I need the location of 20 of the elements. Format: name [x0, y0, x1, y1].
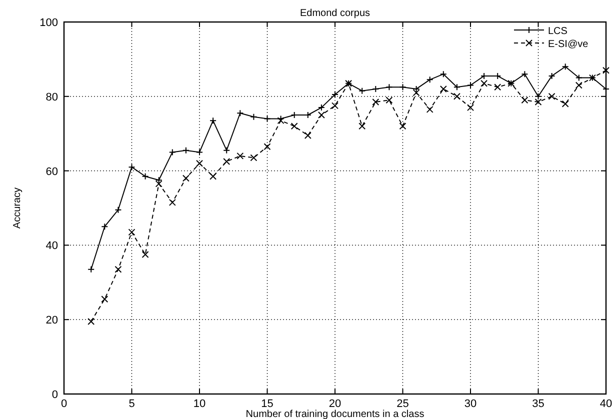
y-tick-label: 80	[46, 91, 58, 104]
y-tick-label: 40	[46, 240, 58, 252]
y-tick-label: 100	[40, 17, 58, 29]
y-axis-title: Accuracy	[12, 187, 23, 229]
chart-title: Edmond corpus	[300, 8, 370, 19]
x-tick-label: 35	[532, 398, 544, 410]
x-tick-label: 25	[396, 398, 409, 410]
x-tick-label: 30	[464, 398, 477, 410]
y-tick-label: 60	[46, 166, 58, 178]
x-tick-label: 10	[193, 398, 206, 410]
y-tick-label: 20	[46, 314, 58, 327]
legend-label: LCS	[548, 26, 568, 37]
y-tick-label: 0	[52, 389, 58, 401]
x-tick-label: 15	[261, 398, 274, 410]
x-axis-title: Number of training documents in a class	[246, 409, 424, 419]
legend-label: E-SI@ve	[548, 39, 589, 50]
x-tick-label: 0	[60, 398, 68, 410]
x-tick-label: 40	[600, 398, 612, 410]
x-tick-label: 20	[328, 398, 342, 410]
x-tick-label: 5	[128, 398, 135, 410]
